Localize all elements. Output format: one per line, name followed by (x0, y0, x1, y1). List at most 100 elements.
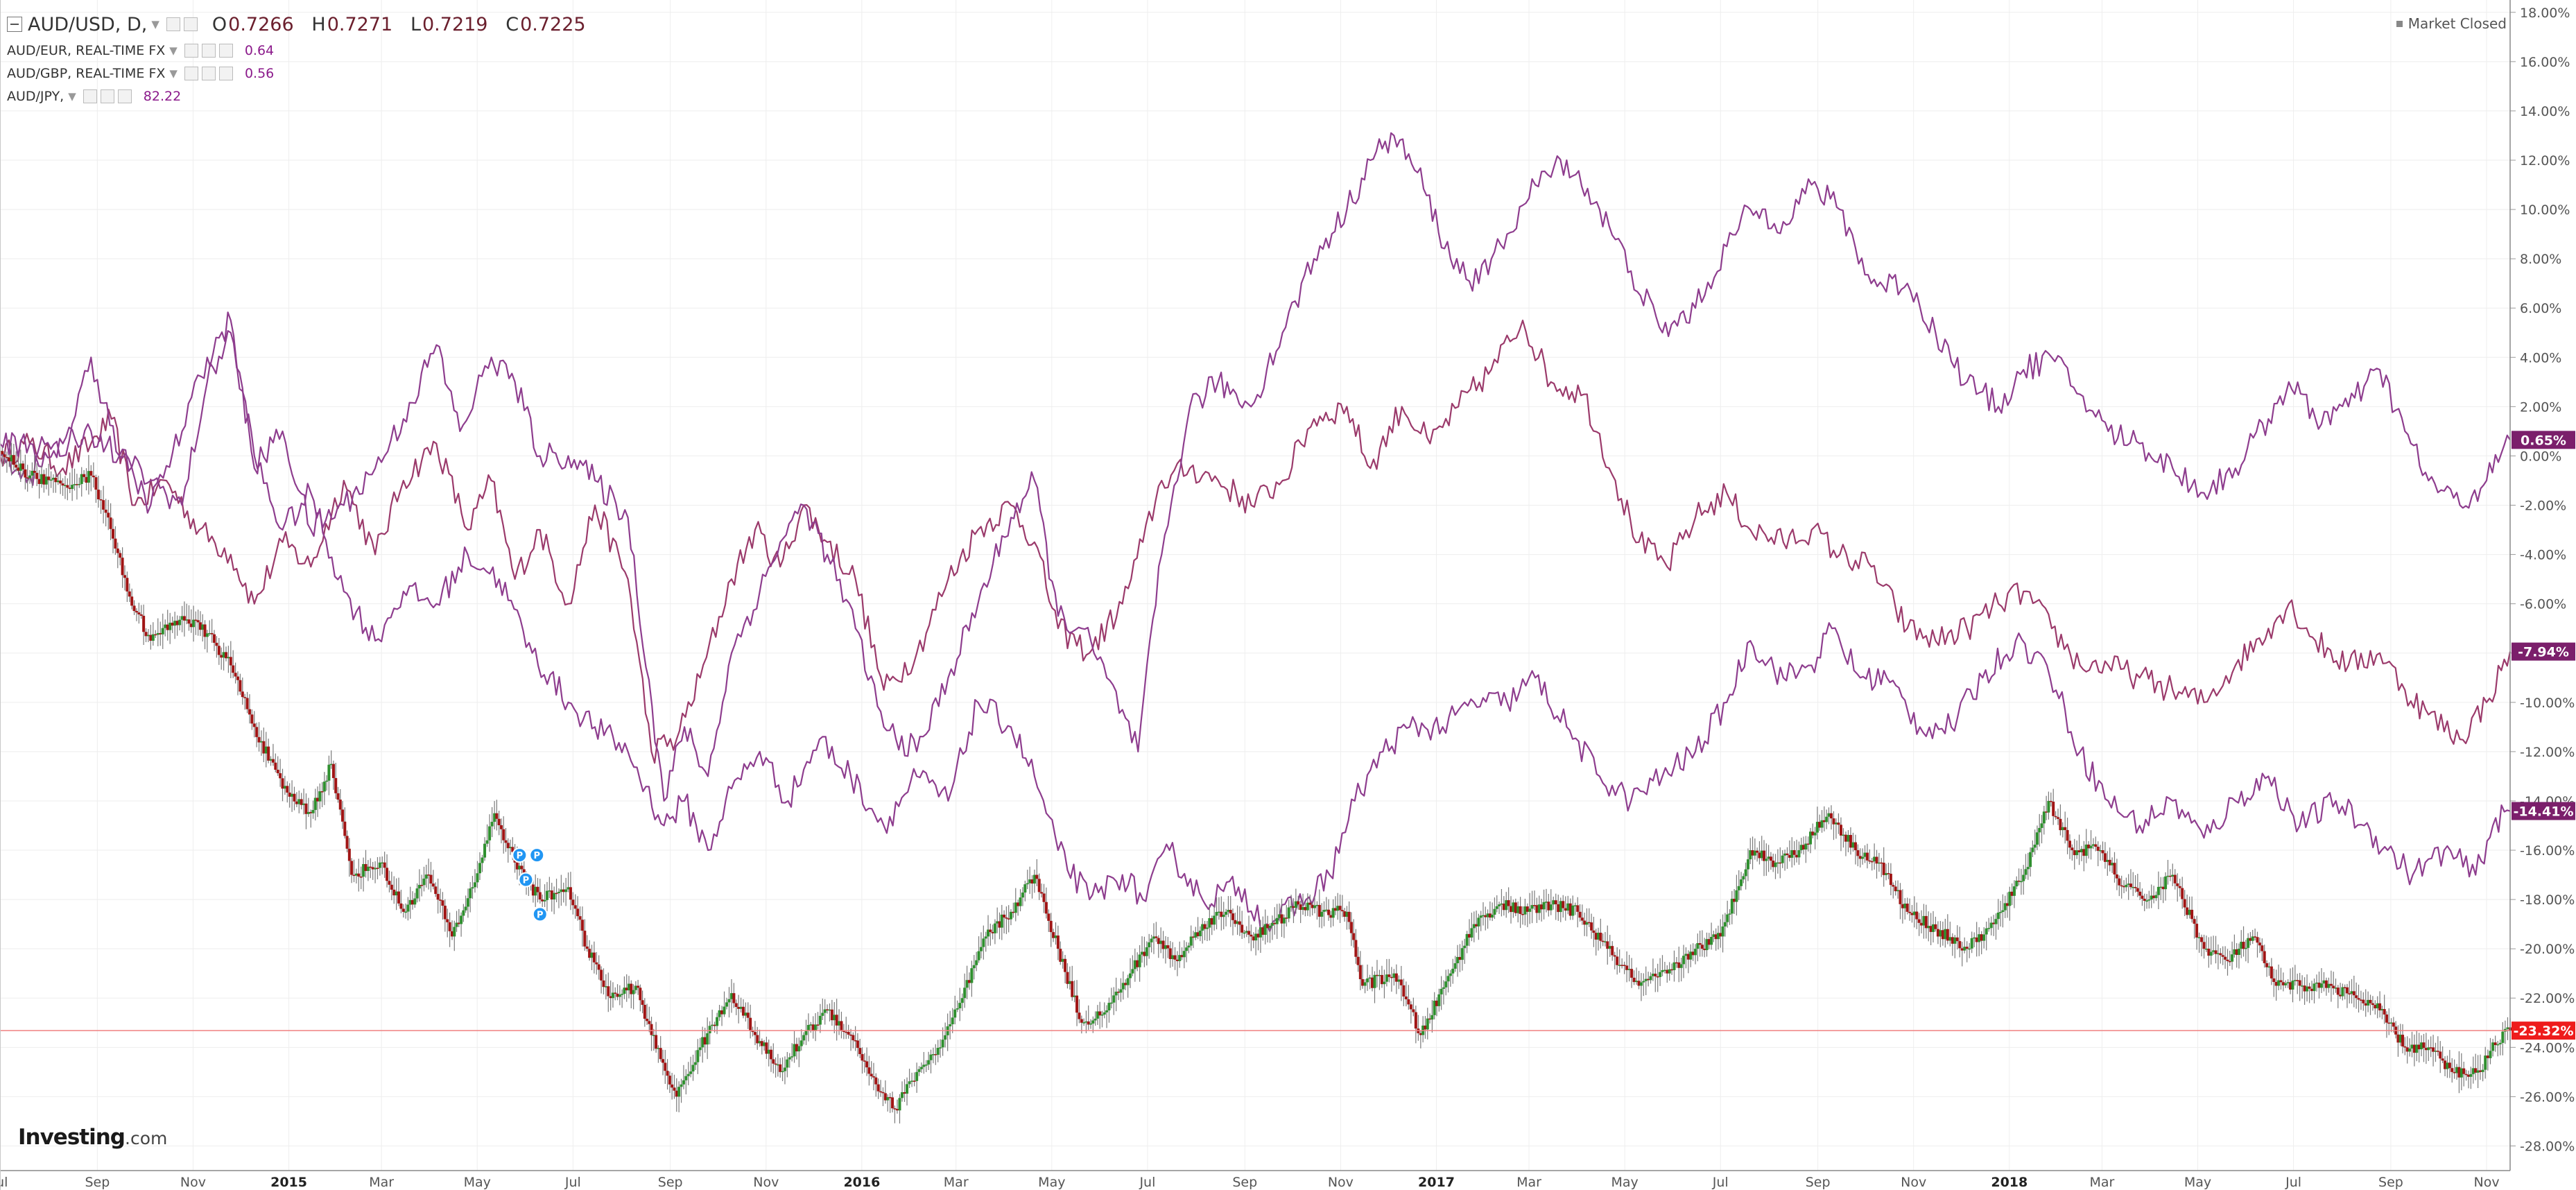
candle-body (865, 1061, 869, 1068)
candle-body (490, 822, 494, 827)
candle-body (1908, 911, 1912, 913)
candle-body (776, 1064, 779, 1066)
candle-body (1666, 969, 1669, 974)
candle-body (2412, 1044, 2416, 1053)
candle-body (1557, 904, 1560, 913)
annotation-marker[interactable]: P (529, 847, 545, 863)
x-tick-label: Sep (1232, 1175, 1257, 1190)
candle-body (548, 890, 551, 892)
candle-body (861, 1054, 864, 1061)
candle-body (156, 632, 159, 635)
candle-body (1564, 908, 1567, 911)
legend-compare-jpy[interactable]: AUD/JPY, ▼ 82.22 (7, 85, 586, 107)
chevron-down-icon[interactable]: ▼ (151, 18, 159, 31)
candle-body (291, 793, 294, 797)
candlestick-series (0, 442, 2512, 1124)
settings-icon[interactable] (83, 89, 97, 103)
legend-compare-gbp[interactable]: AUD/GBP, REAL-TIME FX ▼ 0.56 (7, 62, 586, 85)
settings-icon[interactable] (166, 17, 180, 31)
candle-body (1210, 917, 1213, 925)
candle-body (1465, 933, 1469, 946)
hide-icon[interactable] (183, 17, 198, 31)
candle-body (1472, 924, 1476, 929)
candle-body (963, 988, 967, 999)
candle-body (2096, 847, 2100, 851)
chart-annotations[interactable]: P PPP (512, 847, 548, 922)
candle-body (1875, 856, 1878, 864)
candle-body (607, 986, 610, 997)
collapse-legend-icon[interactable] (7, 17, 22, 32)
annotation-marker[interactable]: P (512, 847, 528, 863)
candle-body (495, 813, 499, 819)
legend-main-series[interactable]: AUD/USD, D, ▼ O0.7266 H0.7271 L0.7219 C0… (7, 10, 586, 39)
candle-body (1358, 965, 1362, 979)
candle-body (1380, 974, 1383, 985)
candle-body (2352, 991, 2355, 996)
candle-body (194, 619, 198, 621)
candle-body (655, 1035, 658, 1049)
candle-body (1479, 915, 1483, 918)
candle-body (311, 809, 315, 813)
candle-body (1428, 1018, 1432, 1020)
candle-body (1672, 962, 1676, 970)
candle-body (2329, 983, 2333, 986)
candle-body (919, 1067, 923, 1069)
legend-compare-eur[interactable]: AUD/EUR, REAL-TIME FX ▼ 0.64 (7, 39, 586, 62)
candle-body (410, 899, 414, 905)
candle-body (854, 1040, 857, 1042)
candle-body (2024, 869, 2028, 875)
candle-body (2350, 991, 2353, 994)
close-icon[interactable] (218, 43, 233, 58)
candle-body (1999, 911, 2003, 913)
candle-body (132, 605, 136, 612)
main-symbol[interactable]: AUD/USD, D, (28, 13, 148, 35)
compare-symbol[interactable]: AUD/GBP, REAL-TIME FX (7, 65, 166, 81)
candle-body (1905, 904, 1909, 912)
candle-body (293, 793, 296, 802)
hide-icon[interactable] (201, 43, 216, 58)
annotation-marker[interactable]: P (532, 906, 548, 922)
candle-body (462, 910, 465, 916)
candle-body (560, 889, 563, 892)
candle-body (2173, 874, 2177, 883)
hide-icon[interactable] (100, 89, 114, 103)
compare-symbol[interactable]: AUD/EUR, REAL-TIME FX (7, 42, 166, 58)
candle-body (279, 773, 282, 779)
settings-icon[interactable] (184, 66, 198, 80)
candle-body (2281, 982, 2285, 985)
chevron-down-icon[interactable]: ▼ (169, 67, 178, 80)
chevron-down-icon[interactable]: ▼ (68, 89, 76, 103)
x-tick-label: Mar (369, 1175, 394, 1190)
candle-body (313, 797, 317, 810)
settings-icon[interactable] (184, 43, 198, 58)
candle-body (1475, 924, 1478, 926)
candle-body (1647, 978, 1650, 981)
candle-body (1495, 906, 1498, 909)
candle-body (1285, 917, 1288, 919)
candle-body (713, 1024, 716, 1026)
chevron-down-icon[interactable]: ▼ (169, 44, 178, 57)
candle-body (1792, 850, 1796, 855)
candle-body (1375, 974, 1378, 976)
candle-body (671, 1084, 674, 1088)
candle-body (1178, 955, 1182, 961)
candle-body (59, 480, 62, 484)
candle-body (960, 998, 964, 1003)
candle-body (1238, 921, 1241, 925)
candle-body (1247, 931, 1251, 935)
candle-body (2286, 982, 2290, 983)
candle-body (297, 799, 301, 804)
candle-body (1412, 1009, 1415, 1012)
annotation-marker[interactable]: P (518, 872, 534, 888)
compare-symbol[interactable]: AUD/JPY, (7, 88, 64, 104)
candle-body (2193, 919, 2196, 924)
candle-body (2408, 1048, 2412, 1052)
candle-body (2094, 844, 2098, 847)
close-icon[interactable] (117, 89, 132, 103)
close-icon[interactable] (218, 66, 233, 80)
candle-body (2015, 880, 2019, 887)
hide-icon[interactable] (201, 66, 216, 80)
candle-body (2332, 985, 2335, 989)
candle-body (1109, 1002, 1113, 1004)
